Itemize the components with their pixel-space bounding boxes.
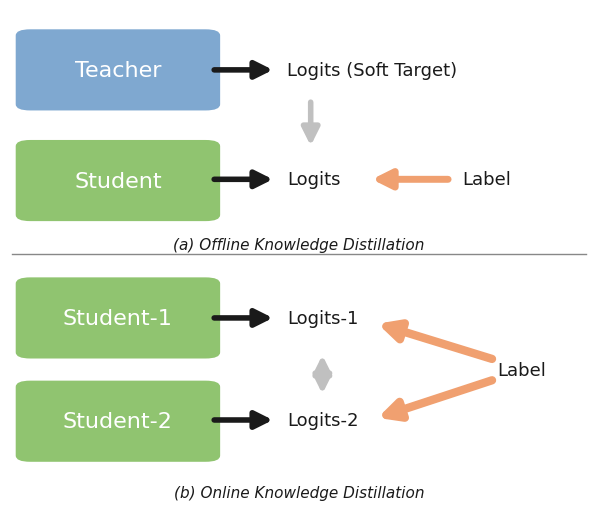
FancyBboxPatch shape	[16, 30, 220, 111]
Text: Label: Label	[498, 361, 547, 379]
FancyBboxPatch shape	[16, 381, 220, 462]
Text: Logits-2: Logits-2	[287, 411, 359, 429]
Text: Student: Student	[74, 171, 161, 191]
Text: (a) Offline Knowledge Distillation: (a) Offline Knowledge Distillation	[173, 238, 425, 252]
Text: Student-1: Student-1	[63, 308, 173, 328]
Text: Logits (Soft Target): Logits (Soft Target)	[287, 62, 457, 80]
FancyBboxPatch shape	[16, 278, 220, 359]
Text: Logits: Logits	[287, 171, 341, 189]
FancyBboxPatch shape	[16, 140, 220, 222]
Text: Logits-1: Logits-1	[287, 309, 359, 327]
Text: (b) Online Knowledge Distillation: (b) Online Knowledge Distillation	[174, 485, 424, 500]
Text: Student-2: Student-2	[63, 411, 173, 431]
Text: Teacher: Teacher	[75, 61, 161, 81]
Text: Label: Label	[462, 171, 511, 189]
